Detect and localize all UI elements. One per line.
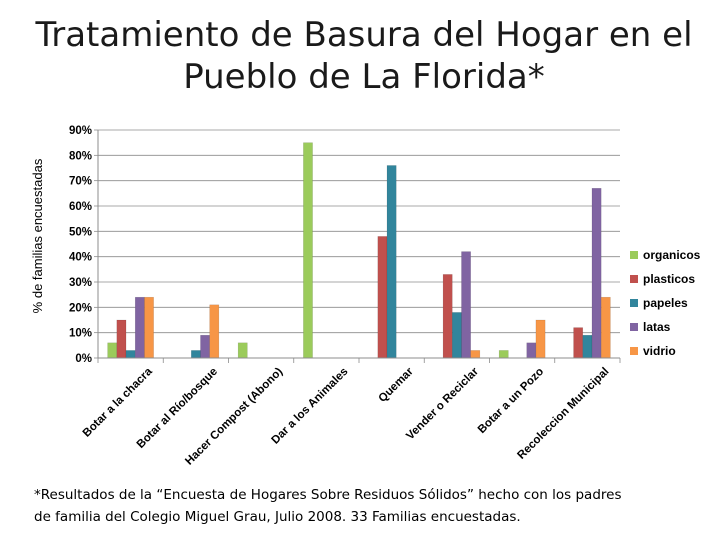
- y-tick-label: 40%: [69, 252, 92, 264]
- title-line-2: Pueblo de La Florida*: [183, 57, 545, 97]
- bar-latas: [591, 188, 602, 359]
- legend-label-organicos: organicos: [643, 248, 701, 262]
- x-tick-label: Botar a un Pozo: [476, 366, 546, 436]
- bar-papeles: [452, 312, 462, 359]
- y-tick-label: 60%: [69, 201, 92, 213]
- bar-latas: [526, 342, 537, 359]
- bar-plasticos: [442, 274, 453, 359]
- legend-label-latas: latas: [643, 320, 671, 334]
- legend-swatch-organicos: [630, 251, 638, 259]
- x-tick-label: Botar a la chacra: [81, 365, 155, 439]
- y-tick-label: 50%: [69, 226, 92, 238]
- bar-plasticos: [377, 236, 388, 359]
- bar-vidrio: [470, 350, 481, 359]
- bar-organicos: [107, 342, 118, 359]
- y-tick-label: 10%: [69, 328, 92, 340]
- y-tick-label: 70%: [69, 176, 92, 188]
- bar-papeles: [582, 334, 593, 359]
- gridlines: [98, 129, 620, 359]
- bar-vidrio: [209, 304, 220, 359]
- y-tick-label: 80%: [69, 150, 92, 162]
- footnote-line-2: de familia del Colegio Miguel Grau, Juli…: [34, 509, 521, 525]
- legend-label-vidrio: vidrio: [643, 344, 676, 358]
- bar-papeles: [386, 165, 397, 359]
- legend-label-papeles: papeles: [643, 296, 688, 310]
- bar-vidrio: [144, 296, 154, 359]
- footnote-line-1: *Resultados de la “Encuesta de Hogares S…: [34, 487, 622, 503]
- legend-swatch-plasticos: [630, 275, 638, 283]
- x-tick-label: Dar a los Animales: [270, 366, 351, 447]
- axes: 0% 10% 20% 30% 40% 50% 60% 70% 80% 90% % de famili…: [30, 125, 621, 468]
- bar-chart: 0% 10% 20% 30% 40% 50% 60% 70% 80% 90% % de famili…: [30, 125, 701, 468]
- chart-title: Tratamiento de Basura del Hogar en el Pu…: [0, 14, 728, 98]
- bar-latas: [461, 251, 471, 359]
- legend-swatch-papeles: [630, 299, 638, 307]
- bar-organicos: [303, 142, 313, 359]
- footnote: *Resultados de la “Encuesta de Hogares S…: [34, 484, 704, 528]
- y-tick-label: 0%: [75, 353, 92, 365]
- x-tick-label: Vender o Reciclar: [404, 365, 481, 442]
- y-tick-label: 30%: [69, 277, 92, 289]
- legend-swatch-latas: [630, 323, 638, 331]
- y-tick-label: 20%: [69, 302, 92, 314]
- bar-latas: [200, 334, 210, 359]
- bar-vidrio: [535, 319, 546, 359]
- bar-organicos: [498, 350, 509, 359]
- bar-vidrio: [600, 296, 611, 359]
- legend-label-plasticos: plasticos: [643, 272, 695, 286]
- y-axis-label: % de familias encuestadas: [30, 158, 45, 313]
- bar-latas: [134, 296, 145, 359]
- bar-papeles: [191, 350, 201, 359]
- title-line-1: Tratamiento de Basura del Hogar en el: [35, 15, 693, 55]
- bars: [107, 142, 611, 359]
- y-tick-label: 90%: [69, 125, 92, 137]
- bar-organicos: [237, 342, 248, 359]
- legend: organicos plasticos papeles latas vidrio: [630, 248, 701, 358]
- bar-papeles: [125, 350, 136, 359]
- bar-plasticos: [116, 319, 127, 359]
- bar-plasticos: [573, 327, 584, 359]
- legend-swatch-vidrio: [630, 347, 638, 355]
- x-tick-label: Quemar: [377, 365, 417, 405]
